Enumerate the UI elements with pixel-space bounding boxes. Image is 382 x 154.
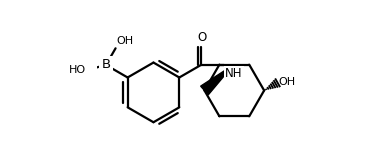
- Text: OH: OH: [117, 36, 134, 46]
- Polygon shape: [201, 65, 233, 95]
- Text: O: O: [197, 31, 207, 44]
- Text: OH: OH: [278, 77, 296, 87]
- Text: B: B: [101, 59, 110, 71]
- Text: HO: HO: [69, 65, 86, 75]
- Text: NH: NH: [225, 67, 243, 80]
